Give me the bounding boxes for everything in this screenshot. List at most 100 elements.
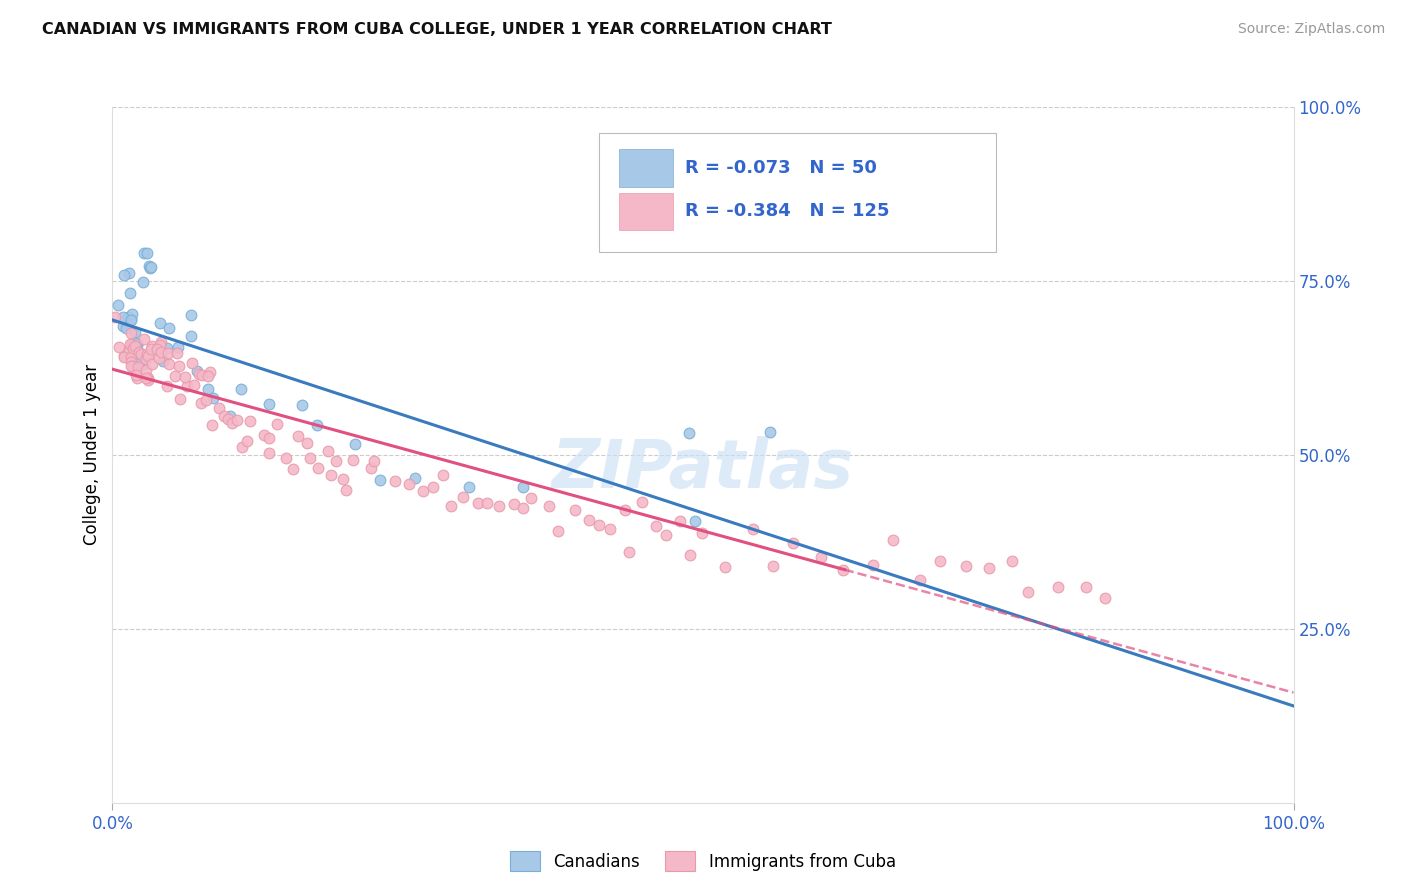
- Point: [139, 260, 162, 275]
- Point: [129, 347, 152, 361]
- Point: [274, 450, 297, 465]
- Point: [112, 349, 135, 363]
- Point: [432, 468, 454, 483]
- Point: [156, 379, 179, 393]
- Text: R = -0.384   N = 125: R = -0.384 N = 125: [685, 202, 890, 220]
- Point: [139, 260, 162, 274]
- Point: [121, 339, 143, 353]
- Point: [121, 307, 143, 321]
- FancyBboxPatch shape: [619, 193, 673, 230]
- Point: [120, 355, 142, 369]
- Point: [599, 522, 621, 536]
- Point: [166, 345, 188, 359]
- Point: [128, 355, 150, 369]
- Point: [226, 412, 249, 426]
- Point: [295, 435, 318, 450]
- Point: [131, 354, 153, 368]
- Point: [422, 480, 444, 494]
- Point: [122, 359, 145, 373]
- Point: [645, 518, 668, 533]
- Point: [741, 522, 763, 536]
- Point: [955, 558, 977, 573]
- Point: [128, 345, 150, 359]
- Point: [163, 368, 186, 383]
- Point: [810, 549, 832, 564]
- Point: [404, 471, 426, 485]
- Point: [257, 397, 280, 411]
- Point: [169, 392, 191, 406]
- Point: [831, 563, 853, 577]
- Point: [467, 496, 489, 510]
- Point: [512, 480, 534, 494]
- Point: [325, 454, 347, 468]
- Point: [122, 359, 145, 374]
- Point: [307, 461, 329, 475]
- Point: [578, 513, 600, 527]
- Point: [186, 364, 208, 378]
- Point: [266, 417, 288, 431]
- Text: ZIPatlas: ZIPatlas: [553, 436, 853, 502]
- Point: [332, 471, 354, 485]
- Point: [183, 377, 205, 392]
- Point: [108, 340, 131, 354]
- Point: [103, 310, 125, 325]
- Point: [457, 480, 479, 494]
- Point: [218, 409, 240, 423]
- Point: [631, 495, 654, 509]
- Point: [398, 477, 420, 491]
- Point: [122, 341, 145, 355]
- Point: [669, 515, 692, 529]
- Y-axis label: College, Under 1 year: College, Under 1 year: [83, 364, 101, 546]
- Point: [190, 395, 212, 409]
- Text: R = -0.073   N = 50: R = -0.073 N = 50: [685, 160, 877, 178]
- Point: [132, 357, 155, 371]
- Point: [231, 440, 253, 454]
- Point: [368, 473, 391, 487]
- Point: [564, 503, 586, 517]
- Point: [141, 342, 163, 356]
- Point: [141, 338, 163, 352]
- Point: [283, 462, 305, 476]
- Point: [412, 483, 434, 498]
- Point: [112, 268, 135, 282]
- Point: [152, 354, 174, 368]
- Point: [111, 310, 134, 324]
- Point: [117, 310, 139, 324]
- Point: [520, 491, 543, 506]
- Point: [141, 357, 163, 371]
- Point: [488, 500, 510, 514]
- Point: [181, 356, 204, 370]
- Point: [201, 391, 224, 405]
- Point: [180, 308, 202, 322]
- Point: [156, 342, 179, 356]
- Point: [135, 363, 157, 377]
- Point: [111, 318, 134, 333]
- Point: [882, 533, 904, 547]
- Point: [150, 334, 173, 349]
- Point: [120, 312, 142, 326]
- Point: [928, 553, 950, 567]
- Legend: Canadians, Immigrants from Cuba: Canadians, Immigrants from Cuba: [503, 845, 903, 878]
- Point: [118, 343, 141, 358]
- Point: [180, 329, 202, 343]
- Point: [229, 383, 252, 397]
- Point: [157, 358, 180, 372]
- Point: [201, 418, 224, 433]
- Point: [107, 298, 129, 312]
- Point: [125, 371, 148, 385]
- Point: [120, 312, 142, 326]
- Point: [221, 416, 243, 430]
- Point: [132, 245, 155, 260]
- Point: [120, 350, 142, 364]
- Point: [217, 412, 239, 426]
- Point: [135, 352, 157, 367]
- Point: [195, 392, 218, 407]
- Point: [1094, 591, 1116, 605]
- Point: [127, 347, 149, 361]
- Point: [307, 417, 329, 432]
- Point: [191, 368, 214, 382]
- Point: [174, 370, 197, 384]
- Point: [1001, 554, 1024, 568]
- Point: [125, 368, 148, 383]
- Point: [124, 338, 146, 352]
